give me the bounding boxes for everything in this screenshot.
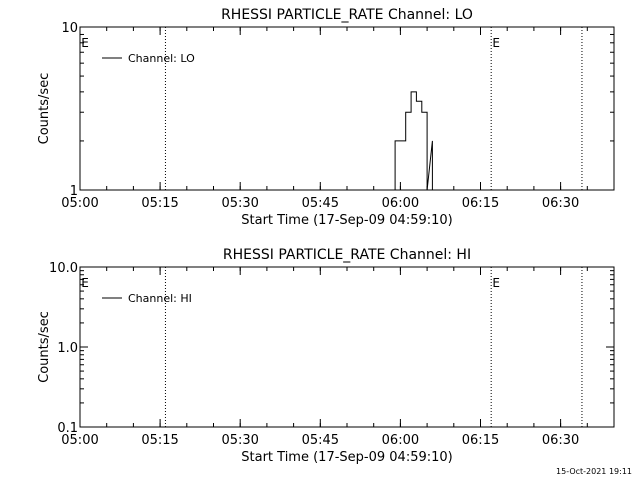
panel1-x-tick-label: 06:15	[462, 196, 499, 211]
panel2-plot-frame	[79, 266, 615, 428]
panel2-x-tick-label: 05:30	[221, 433, 258, 448]
panel1-event-label: E	[492, 36, 500, 50]
panel1-x-tick-label: 05:45	[302, 196, 339, 211]
panel1-series-line-1	[394, 91, 438, 191]
panel1-y-axis-label: Counts/sec	[37, 73, 52, 145]
panel2-chart-title: RHESSI PARTICLE_RATE Channel: HI	[223, 247, 471, 263]
panel2-y-tick-label: 10.0	[49, 261, 78, 276]
panel1-x-tick-label: 06:00	[382, 196, 419, 211]
panel2-x-tick-label: 05:15	[141, 433, 178, 448]
panel2-event-label: E	[81, 276, 89, 290]
panel2-y-axis-label: Counts/sec	[37, 311, 52, 383]
panel1-x-tick-label: 05:00	[61, 196, 98, 211]
panel2-x-tick-label: 05:00	[61, 433, 98, 448]
panel1-chart-title: RHESSI PARTICLE_RATE Channel: LO	[221, 7, 473, 23]
panel2-event-label: E	[492, 276, 500, 290]
panel2-y-tick-label: 0.1	[57, 421, 78, 436]
panel2-x-tick-label: 06:15	[462, 433, 499, 448]
footer-timestamp: 15-Oct-2021 19:11	[556, 467, 632, 476]
panel1-x-axis-label: Start Time (17-Sep-09 04:59:10)	[241, 213, 452, 228]
panel2-x-tick-label: 06:30	[542, 433, 579, 448]
panel1-x-tick-label: 05:30	[221, 196, 258, 211]
panel2-x-tick-label: 06:00	[382, 433, 419, 448]
panel1-y-tick-label: 10	[61, 21, 78, 36]
panel1-x-tick-label: 05:15	[141, 196, 178, 211]
panel1-y-tick-label: 1	[70, 184, 78, 199]
panel2-legend-label: Channel: HI	[128, 292, 192, 305]
panel2-y-tick-label: 1.0	[57, 341, 78, 356]
panel2-x-tick-label: 05:45	[302, 433, 339, 448]
panel1-x-tick-label: 06:30	[542, 196, 579, 211]
panel1-legend-label: Channel: LO	[128, 52, 195, 65]
panel2-x-axis-label: Start Time (17-Sep-09 04:59:10)	[241, 450, 452, 465]
panel1-event-label: E	[81, 36, 89, 50]
